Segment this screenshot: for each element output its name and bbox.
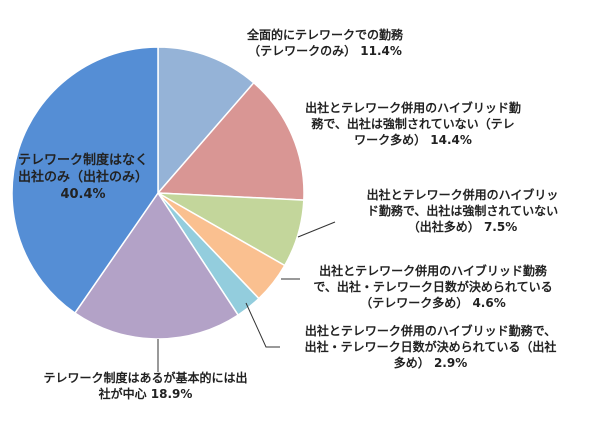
slice-label-hybrid-fixed-office: 出社とテレワーク併用のハイブリッド勤務で、 出社・テレワーク日数が決められている… [304, 324, 557, 370]
slice-label-office-only: テレワーク制度はなく 出社のみ（出社のみ） 40.4% [17, 153, 148, 202]
pie-slice-hybrid-not-forced-telework [156, 81, 305, 201]
leader-line-hybrid-fixed-office [245, 302, 280, 348]
slice-label-system-but-office: テレワーク制度はあるが基本的には出 社が中心 18.9% [43, 371, 248, 401]
pie-slice-office-only [11, 46, 159, 315]
slice-label-hybrid-fixed-telework: 出社とテレワーク併用のハイブリッド勤務 で、出社・テレワーク日数が決められている… [313, 264, 553, 310]
slice-label-telework-only: 全面的にテレワークでの勤務 （テレワークのみ） 11.4% [246, 28, 403, 58]
leader-line-hybrid-not-forced-office [297, 221, 336, 238]
pie-slice-system-but-office [73, 191, 240, 340]
slice-label-hybrid-not-forced-office: 出社とテレワーク併用のハイブリッ ド勤務で、出社は強制されていない （出社多め）… [366, 188, 559, 234]
slice-label-hybrid-not-forced-telework: 出社とテレワーク併用のハイブリッド勤 務で、出社は強制されていない（テレ ワーク… [305, 101, 521, 147]
pie-slice-telework-only [157, 46, 255, 196]
